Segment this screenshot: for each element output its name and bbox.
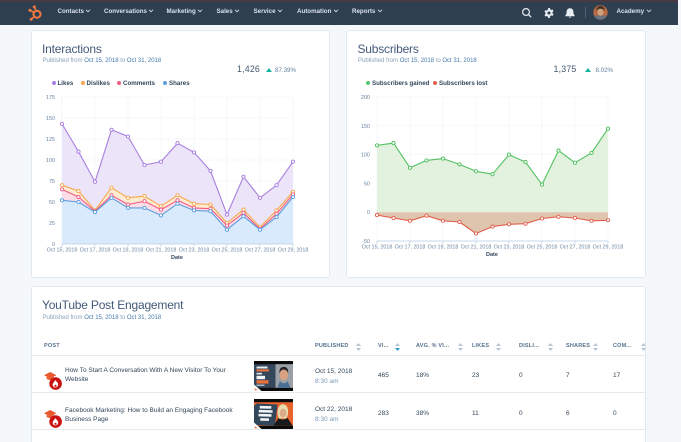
svg-text:Oct 17, 2018: Oct 17, 2018 — [80, 248, 111, 254]
svg-text:Oct 27, 2018: Oct 27, 2018 — [560, 245, 591, 251]
svg-text:Oct 27, 2018: Oct 27, 2018 — [245, 248, 276, 254]
svg-text:Date: Date — [486, 252, 498, 258]
svg-text:0: 0 — [52, 242, 55, 248]
svg-text:50: 50 — [49, 200, 55, 206]
svg-text:Oct 15, 2018: Oct 15, 2018 — [47, 248, 78, 254]
svg-text:175: 175 — [46, 95, 55, 101]
svg-text:100: 100 — [46, 158, 55, 164]
svg-text:Oct 23, 2018: Oct 23, 2018 — [494, 245, 525, 251]
svg-text:-50: -50 — [362, 239, 370, 245]
svg-text:150: 150 — [361, 124, 370, 130]
svg-text:75: 75 — [49, 179, 55, 185]
svg-text:Oct 21, 2018: Oct 21, 2018 — [146, 248, 177, 254]
svg-text:50: 50 — [364, 181, 370, 187]
svg-text:Oct 25, 2018: Oct 25, 2018 — [212, 248, 243, 254]
svg-text:Oct 15, 2018: Oct 15, 2018 — [362, 245, 393, 251]
svg-text:Oct 29, 2018: Oct 29, 2018 — [593, 245, 624, 251]
svg-text:Oct 25, 2018: Oct 25, 2018 — [527, 245, 558, 251]
svg-text:Oct 23, 2018: Oct 23, 2018 — [179, 248, 210, 254]
svg-text:Oct 21, 2018: Oct 21, 2018 — [461, 245, 492, 251]
svg-text:100: 100 — [361, 153, 370, 159]
svg-text:Oct 29, 2018: Oct 29, 2018 — [278, 248, 309, 254]
svg-text:Oct 17, 2018: Oct 17, 2018 — [395, 245, 426, 251]
svg-text:Oct 19, 2018: Oct 19, 2018 — [113, 248, 144, 254]
svg-text:Oct 19, 2018: Oct 19, 2018 — [428, 245, 459, 251]
svg-text:Date: Date — [171, 255, 183, 261]
svg-text:125: 125 — [46, 137, 55, 143]
svg-text:0: 0 — [367, 210, 370, 216]
svg-text:150: 150 — [46, 116, 55, 122]
svg-text:200: 200 — [361, 95, 370, 101]
svg-text:25: 25 — [49, 221, 55, 227]
